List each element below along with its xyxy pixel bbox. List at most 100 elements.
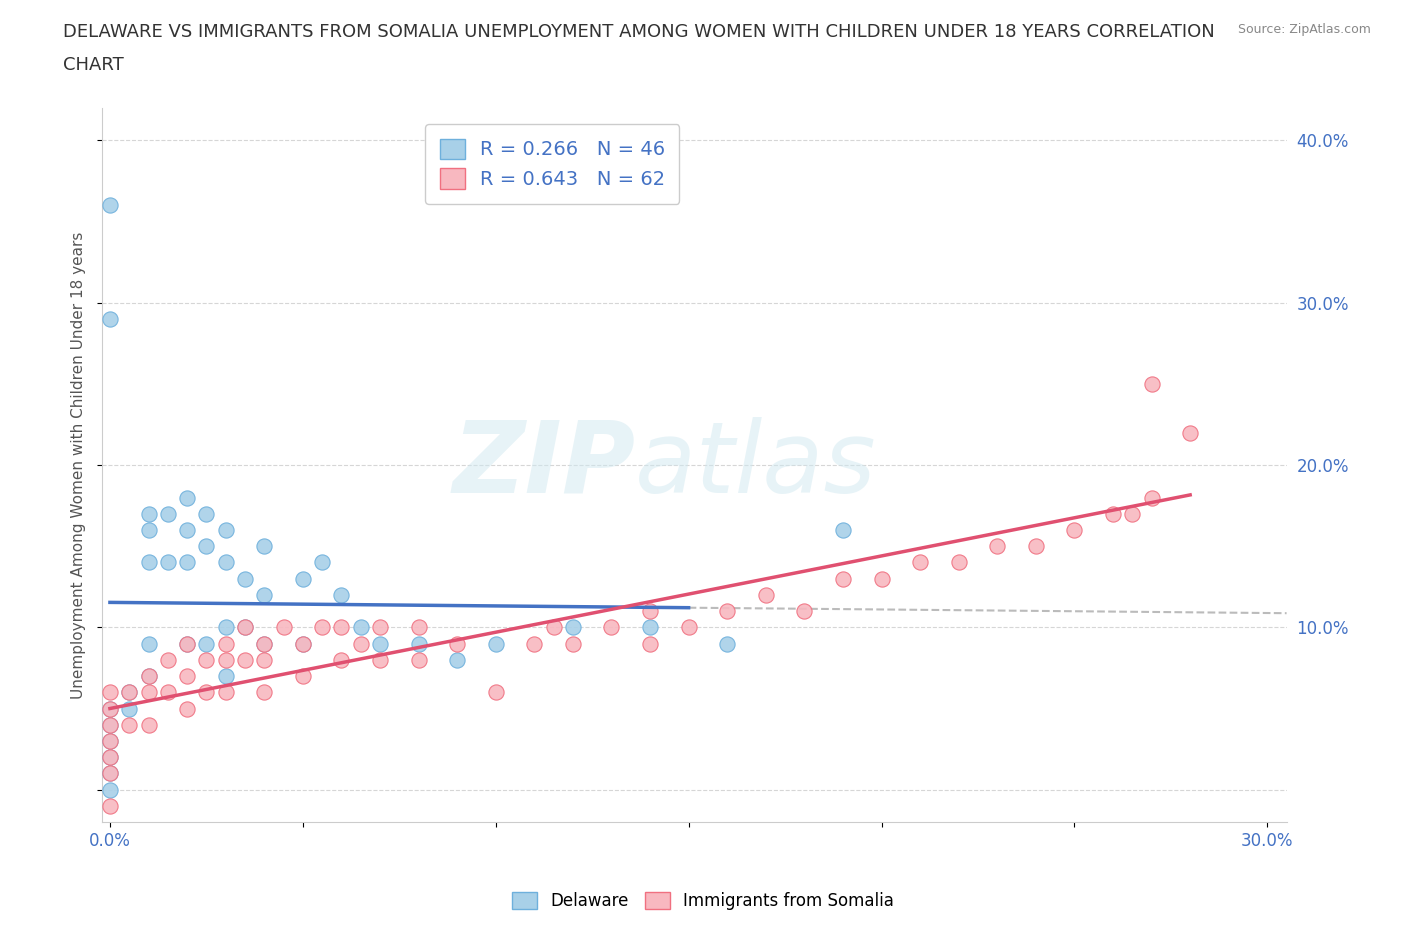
Point xyxy=(908,555,931,570)
Point xyxy=(233,571,256,586)
Point xyxy=(330,588,353,603)
Point xyxy=(638,604,661,618)
Point xyxy=(98,766,121,781)
Text: atlas: atlas xyxy=(636,417,877,513)
Point xyxy=(253,538,276,553)
Point xyxy=(291,636,314,651)
Point xyxy=(98,312,121,326)
Point xyxy=(138,636,160,651)
Point xyxy=(138,506,160,521)
Text: DELAWARE VS IMMIGRANTS FROM SOMALIA UNEMPLOYMENT AMONG WOMEN WITH CHILDREN UNDER: DELAWARE VS IMMIGRANTS FROM SOMALIA UNEM… xyxy=(63,23,1215,41)
Point xyxy=(253,684,276,699)
Point xyxy=(291,636,314,651)
Point xyxy=(195,538,218,553)
Point xyxy=(523,636,546,651)
Text: CHART: CHART xyxy=(63,56,124,73)
Point xyxy=(138,523,160,538)
Point xyxy=(330,653,353,668)
Text: Source: ZipAtlas.com: Source: ZipAtlas.com xyxy=(1237,23,1371,36)
Point xyxy=(98,799,121,814)
Point xyxy=(561,620,583,635)
Point xyxy=(291,571,314,586)
Point xyxy=(98,750,121,764)
Point xyxy=(485,636,508,651)
Point xyxy=(176,523,198,538)
Point xyxy=(368,620,391,635)
Point xyxy=(156,653,179,668)
Point xyxy=(98,782,121,797)
Point xyxy=(176,636,198,651)
Point xyxy=(253,636,276,651)
Point xyxy=(446,653,468,668)
Point xyxy=(195,684,218,699)
Point xyxy=(1178,425,1201,440)
Point xyxy=(1140,377,1163,392)
Point xyxy=(350,636,373,651)
Point xyxy=(1025,538,1047,553)
Point xyxy=(986,538,1008,553)
Point xyxy=(716,604,738,618)
Point xyxy=(215,555,238,570)
Text: ZIP: ZIP xyxy=(453,417,636,513)
Point xyxy=(543,620,565,635)
Point xyxy=(408,620,430,635)
Point xyxy=(678,620,700,635)
Point xyxy=(118,684,141,699)
Point xyxy=(446,636,468,651)
Point xyxy=(195,506,218,521)
Point xyxy=(253,588,276,603)
Point xyxy=(832,523,855,538)
Point xyxy=(98,734,121,749)
Point xyxy=(215,684,238,699)
Point xyxy=(1102,506,1125,521)
Point xyxy=(176,555,198,570)
Point xyxy=(793,604,815,618)
Point xyxy=(98,734,121,749)
Point xyxy=(138,669,160,684)
Point xyxy=(98,701,121,716)
Point xyxy=(253,653,276,668)
Point xyxy=(138,669,160,684)
Point xyxy=(176,636,198,651)
Point xyxy=(156,555,179,570)
Point xyxy=(176,669,198,684)
Point xyxy=(215,669,238,684)
Legend: Delaware, Immigrants from Somalia: Delaware, Immigrants from Somalia xyxy=(505,885,901,917)
Point xyxy=(98,684,121,699)
Point xyxy=(870,571,893,586)
Point xyxy=(118,684,141,699)
Point xyxy=(253,636,276,651)
Point xyxy=(98,198,121,213)
Point xyxy=(138,684,160,699)
Point xyxy=(311,620,333,635)
Point xyxy=(561,636,583,651)
Point xyxy=(156,506,179,521)
Point xyxy=(948,555,970,570)
Point xyxy=(98,717,121,732)
Point xyxy=(233,620,256,635)
Point xyxy=(600,620,623,635)
Point xyxy=(176,701,198,716)
Point xyxy=(311,555,333,570)
Point xyxy=(215,636,238,651)
Point xyxy=(215,653,238,668)
Point xyxy=(368,653,391,668)
Point xyxy=(368,636,391,651)
Point xyxy=(233,620,256,635)
Point xyxy=(176,490,198,505)
Point xyxy=(1063,523,1085,538)
Legend: R = 0.266   N = 46, R = 0.643   N = 62: R = 0.266 N = 46, R = 0.643 N = 62 xyxy=(426,125,679,204)
Point xyxy=(755,588,778,603)
Point xyxy=(215,523,238,538)
Point xyxy=(138,717,160,732)
Point xyxy=(118,717,141,732)
Point xyxy=(716,636,738,651)
Point xyxy=(98,717,121,732)
Point xyxy=(98,701,121,716)
Point xyxy=(638,620,661,635)
Point xyxy=(138,555,160,570)
Point xyxy=(273,620,295,635)
Point xyxy=(118,701,141,716)
Point xyxy=(408,636,430,651)
Point xyxy=(638,636,661,651)
